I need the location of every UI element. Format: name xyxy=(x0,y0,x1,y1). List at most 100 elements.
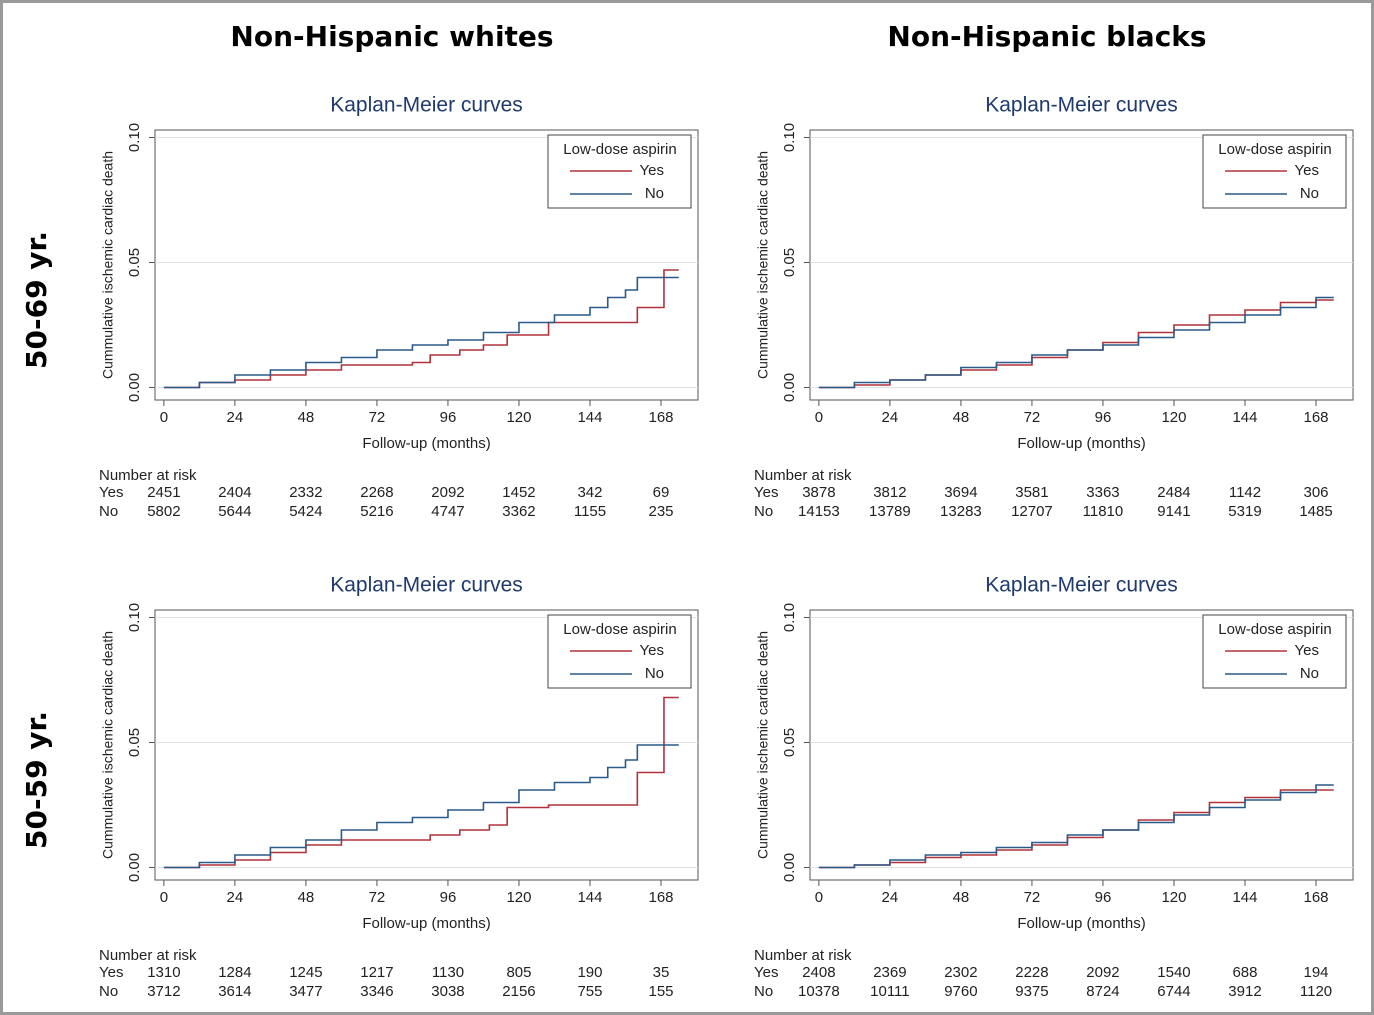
risk-value: 194 xyxy=(1303,964,1328,981)
column-header: Non-Hispanic blacks xyxy=(887,20,1206,53)
km-curve xyxy=(163,744,679,869)
y-tick-label: 0.00 xyxy=(781,373,798,402)
legend-label: No xyxy=(1300,185,1319,202)
y-tick-label: 0.05 xyxy=(126,248,143,277)
risk-value: 688 xyxy=(1232,964,1257,981)
risk-value: 3477 xyxy=(289,983,322,1000)
risk-table-title: Number at risk xyxy=(99,947,197,964)
y-tick-label: 0.10 xyxy=(781,603,798,632)
chart-title: Kaplan-Meier curves xyxy=(330,94,523,117)
x-tick-label: 48 xyxy=(953,889,970,906)
risk-value: 2408 xyxy=(802,964,835,981)
risk-value: 5216 xyxy=(360,503,393,520)
risk-value: 3363 xyxy=(1086,484,1119,501)
risk-value: 13789 xyxy=(869,503,911,520)
risk-value: 1452 xyxy=(502,484,535,501)
risk-value: 10111 xyxy=(870,983,910,1000)
risk-table-title: Number at risk xyxy=(754,947,852,964)
km-curve xyxy=(818,784,1334,869)
x-tick-label: 0 xyxy=(160,409,168,426)
x-tick-label: 48 xyxy=(298,889,315,906)
risk-value: 2404 xyxy=(218,484,251,501)
x-tick-label: 144 xyxy=(577,409,602,426)
y-tick-label: 0.00 xyxy=(781,853,798,882)
risk-value: 8724 xyxy=(1086,983,1119,1000)
risk-value: 805 xyxy=(506,964,531,981)
x-tick-label: 48 xyxy=(298,409,315,426)
row-header: 50-59 yr. xyxy=(20,711,53,849)
x-axis-label: Follow-up (months) xyxy=(1017,915,1145,932)
x-tick-label: 168 xyxy=(1303,409,1328,426)
risk-row-label: Yes xyxy=(754,484,778,501)
risk-value: 11810 xyxy=(1083,503,1124,520)
risk-value: 342 xyxy=(577,484,602,501)
risk-value: 3812 xyxy=(873,484,906,501)
risk-value: 2451 xyxy=(147,484,180,501)
risk-value: 1540 xyxy=(1157,964,1190,981)
chart-title: Kaplan-Meier curves xyxy=(330,574,523,597)
row-header: 50-69 yr. xyxy=(20,231,53,369)
risk-value: 2484 xyxy=(1157,484,1190,501)
x-tick-label: 120 xyxy=(506,889,531,906)
risk-table-title: Number at risk xyxy=(754,467,852,484)
legend-title: Low-dose aspirin xyxy=(563,621,676,638)
risk-value: 3362 xyxy=(502,503,535,520)
x-tick-label: 0 xyxy=(815,409,823,426)
risk-value: 3912 xyxy=(1228,983,1261,1000)
x-axis-label: Follow-up (months) xyxy=(362,915,490,932)
risk-value: 1120 xyxy=(1300,983,1332,1000)
legend-title: Low-dose aspirin xyxy=(1218,621,1331,638)
legend-title: Low-dose aspirin xyxy=(1218,141,1331,158)
risk-value: 1485 xyxy=(1299,503,1332,520)
y-tick-label: 0.10 xyxy=(126,603,143,632)
risk-value: 35 xyxy=(653,964,670,981)
x-tick-label: 24 xyxy=(882,409,899,426)
x-tick-label: 96 xyxy=(1095,889,1112,906)
legend-title: Low-dose aspirin xyxy=(563,141,676,158)
risk-row-label: Yes xyxy=(99,964,123,981)
legend-label: Yes xyxy=(640,162,664,179)
legend-label: No xyxy=(645,665,664,682)
y-axis-label: Cummulative ischemic cardiac death xyxy=(100,631,116,859)
risk-value: 155 xyxy=(648,983,673,1000)
km-curve xyxy=(163,269,679,389)
x-tick-label: 72 xyxy=(369,889,386,906)
risk-value: 3712 xyxy=(147,983,180,1000)
risk-row-label: Yes xyxy=(99,484,123,501)
legend-label: No xyxy=(645,185,664,202)
risk-value: 3581 xyxy=(1015,484,1048,501)
column-header: Non-Hispanic whites xyxy=(230,20,553,53)
risk-row-label: No xyxy=(99,503,118,520)
risk-value: 69 xyxy=(653,484,670,501)
risk-value: 2092 xyxy=(431,484,464,501)
y-tick-label: 0.05 xyxy=(126,728,143,757)
x-tick-label: 0 xyxy=(815,889,823,906)
risk-value: 1142 xyxy=(1229,484,1261,501)
x-tick-label: 168 xyxy=(648,409,673,426)
legend-label: Yes xyxy=(1295,642,1319,659)
risk-value: 1155 xyxy=(574,503,606,520)
km-curve xyxy=(818,296,1334,389)
x-tick-label: 144 xyxy=(577,889,602,906)
risk-value: 1310 xyxy=(147,964,180,981)
risk-value: 9375 xyxy=(1015,983,1048,1000)
risk-value: 2268 xyxy=(360,484,393,501)
risk-value: 13283 xyxy=(940,503,982,520)
x-tick-label: 96 xyxy=(1095,409,1112,426)
risk-value: 5424 xyxy=(289,503,322,520)
y-tick-label: 0.10 xyxy=(126,123,143,152)
x-tick-label: 120 xyxy=(506,409,531,426)
risk-value: 2092 xyxy=(1086,964,1119,981)
x-tick-label: 24 xyxy=(227,889,244,906)
risk-value: 306 xyxy=(1303,484,1328,501)
risk-row-label: No xyxy=(754,503,773,520)
x-tick-label: 120 xyxy=(1161,889,1186,906)
risk-value: 3878 xyxy=(802,484,835,501)
x-tick-label: 144 xyxy=(1232,889,1257,906)
x-tick-label: 72 xyxy=(1024,409,1041,426)
y-tick-label: 0.10 xyxy=(781,123,798,152)
x-tick-label: 168 xyxy=(1303,889,1328,906)
y-tick-label: 0.00 xyxy=(126,853,143,882)
risk-value: 3614 xyxy=(218,983,251,1000)
x-tick-label: 72 xyxy=(1024,889,1041,906)
